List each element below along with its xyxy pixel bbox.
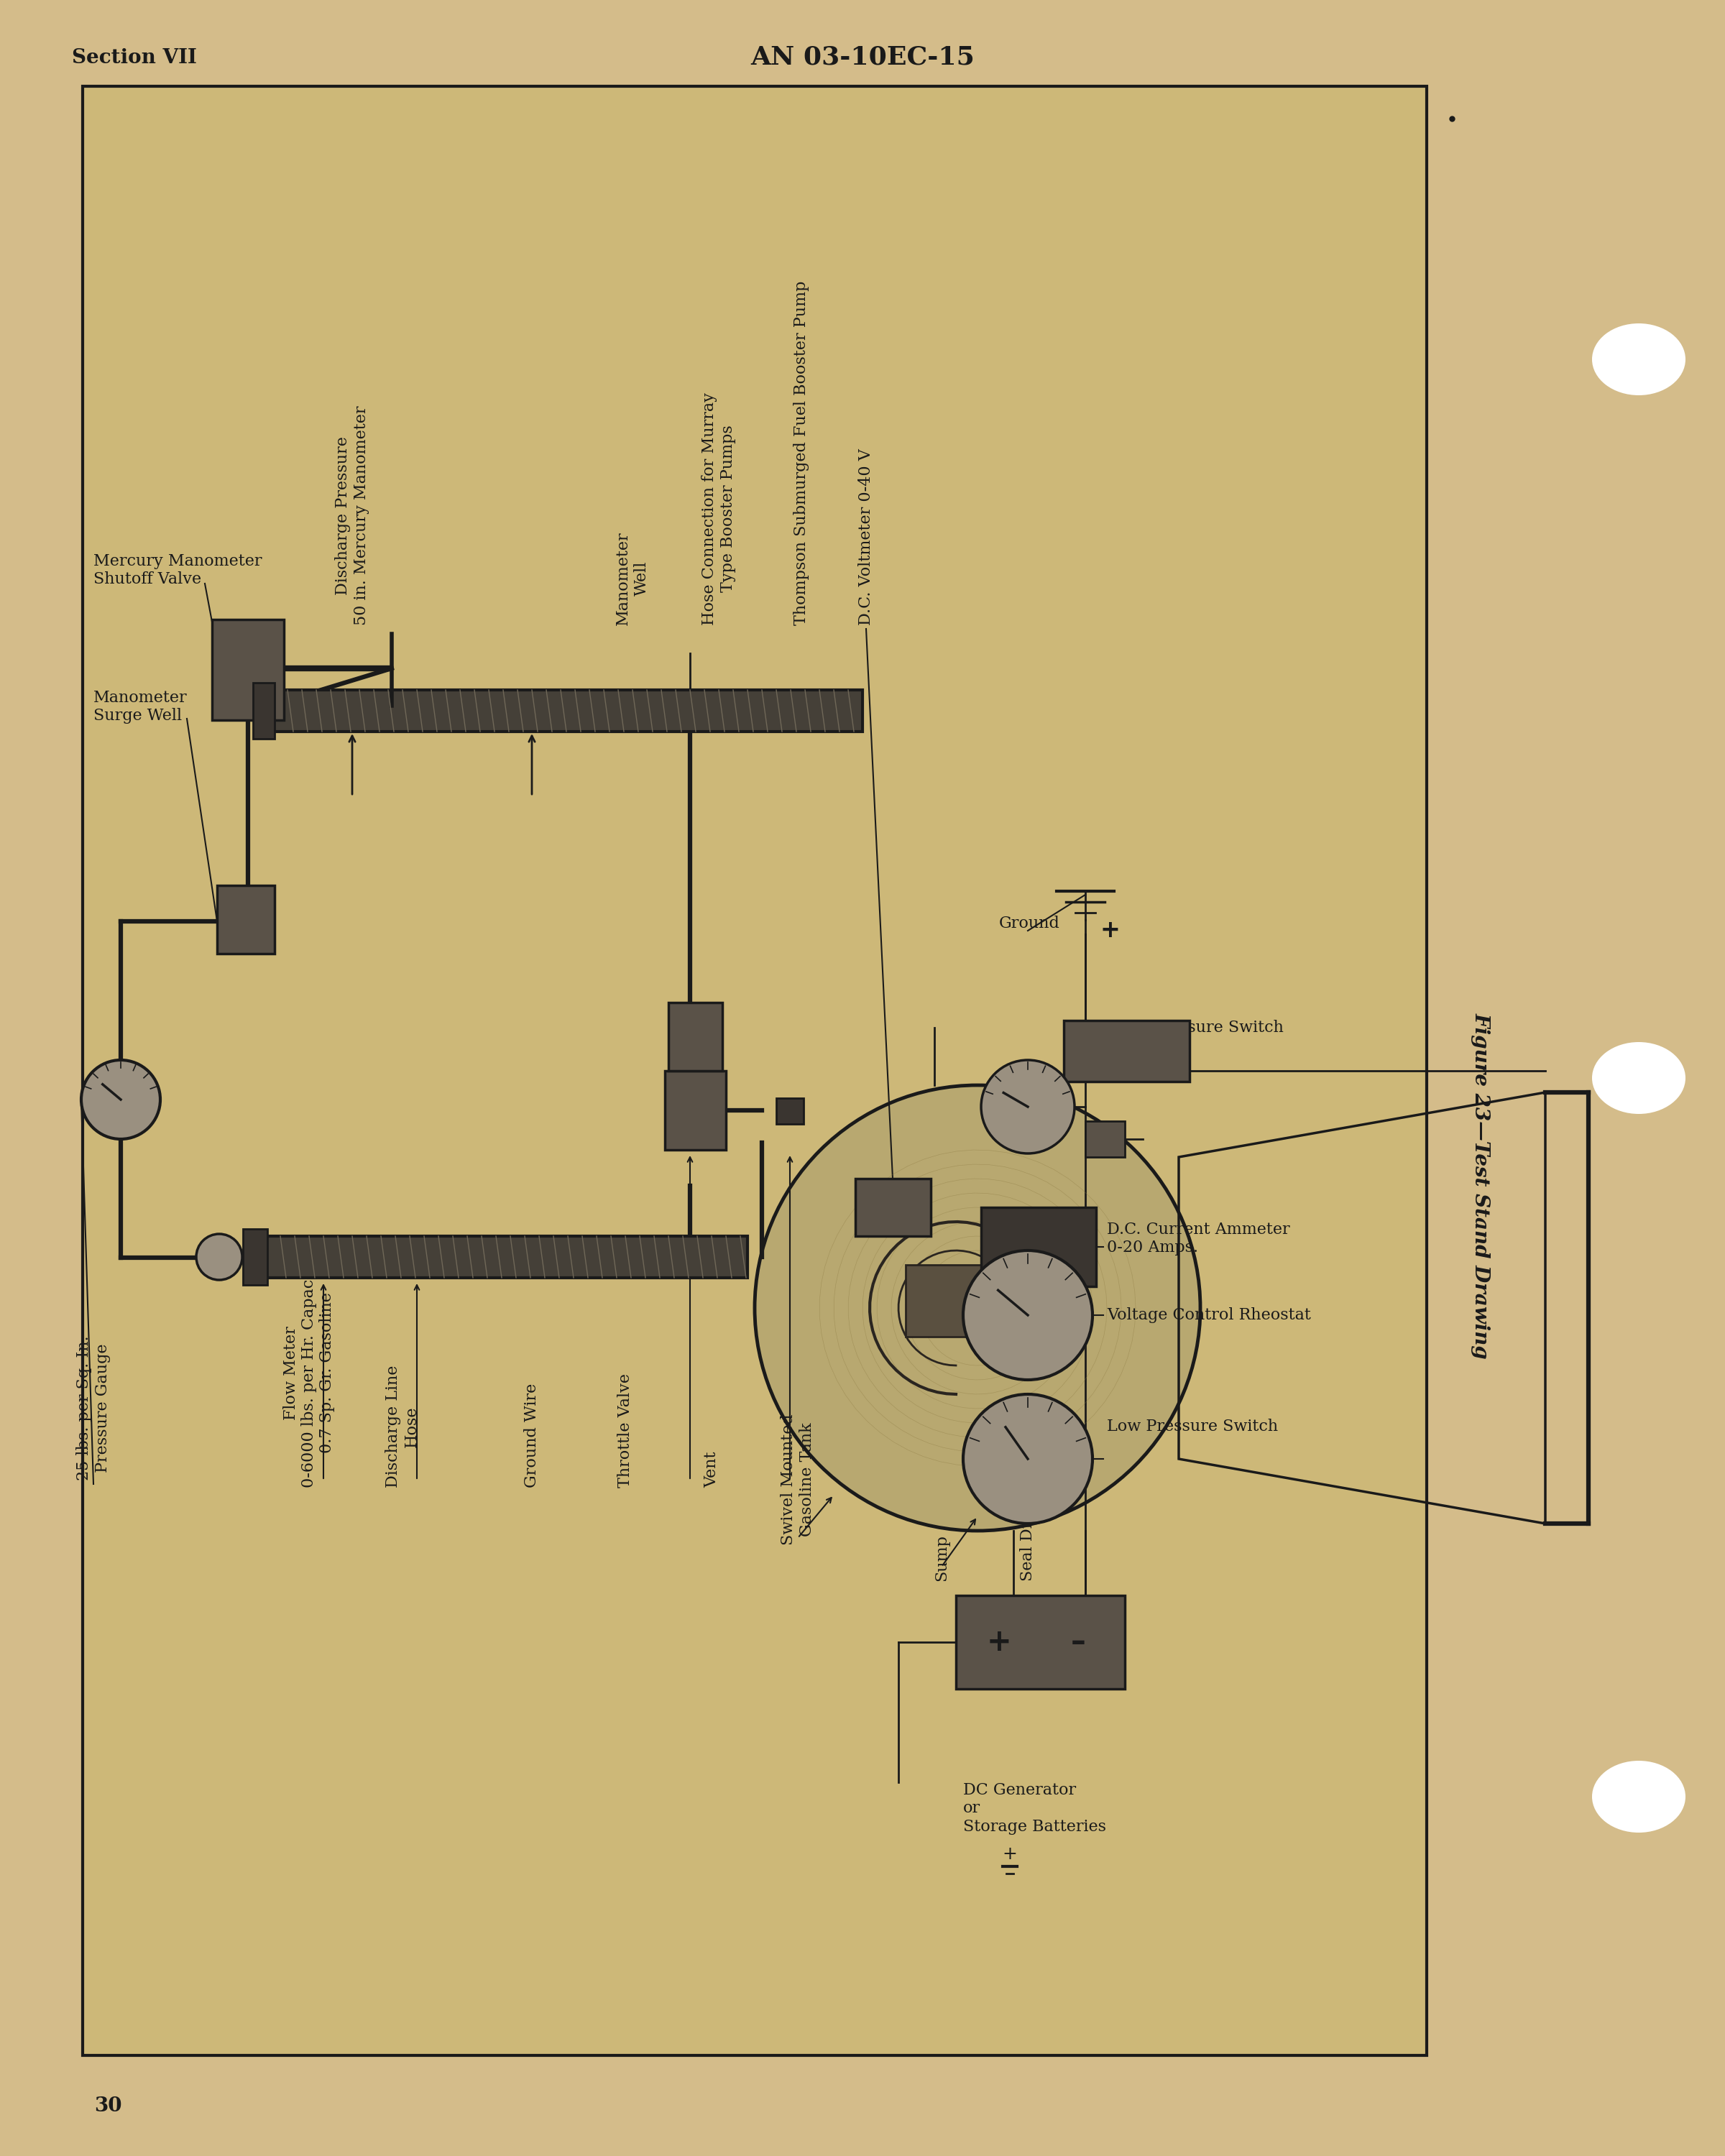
Text: Ground Wire: Ground Wire	[524, 1384, 540, 1488]
Text: Voltage Control Rheostat: Voltage Control Rheostat	[1107, 1307, 1311, 1324]
Text: Throttle Valve: Throttle Valve	[618, 1373, 633, 1488]
Text: Figure 23—Test Stand Drawing: Figure 23—Test Stand Drawing	[1471, 1013, 1490, 1358]
Bar	[243, 1229, 267, 1285]
Text: Sump: Sump	[933, 1535, 949, 1580]
Text: –: –	[1071, 1628, 1085, 1658]
Circle shape	[756, 1084, 1201, 1531]
Text: Discharge Pressure
50 in. Mercury Manometer: Discharge Pressure 50 in. Mercury Manome…	[335, 405, 369, 625]
Text: Vent: Vent	[704, 1451, 719, 1488]
Circle shape	[81, 1061, 160, 1138]
Bar	[982, 1207, 1095, 1287]
Text: Low Pressure Switch: Low Pressure Switch	[1107, 1419, 1278, 1434]
Text: 25 lbs. per Sq. In.
Pressure Gauge: 25 lbs. per Sq. In. Pressure Gauge	[76, 1335, 110, 1481]
Circle shape	[982, 1061, 1075, 1153]
Bar	[273, 690, 862, 731]
Ellipse shape	[1592, 1041, 1685, 1115]
Text: D.C. Current Ammeter
0-20 Amps.: D.C. Current Ammeter 0-20 Amps.	[1107, 1222, 1290, 1255]
Text: Thompson Submurged Fuel Booster Pump: Thompson Submurged Fuel Booster Pump	[794, 280, 809, 625]
Text: Ground: Ground	[999, 916, 1061, 931]
Circle shape	[197, 1233, 242, 1281]
Text: Seal Drain: Seal Drain	[1019, 1496, 1035, 1580]
Text: Manometer
Surge Well: Manometer Surge Well	[93, 690, 188, 724]
Text: Flow Meter
0-6000 lbs. per Hr. Capacity
0.7 Sp. Gr. Gasoline: Flow Meter 0-6000 lbs. per Hr. Capacity …	[283, 1259, 335, 1488]
Text: Section VII: Section VII	[72, 47, 197, 67]
Ellipse shape	[1592, 323, 1685, 395]
Bar	[664, 1072, 726, 1149]
Text: +: +	[1101, 918, 1120, 942]
Text: 30: 30	[93, 2096, 122, 2115]
Bar	[1064, 1020, 1190, 1082]
Text: +: +	[987, 1628, 1011, 1658]
Text: +: +	[1002, 1846, 1018, 1863]
Bar	[212, 619, 285, 720]
Text: High Pressure Switch: High Pressure Switch	[1107, 1020, 1283, 1035]
Text: Mercury Manometer
Shutoff Valve: Mercury Manometer Shutoff Valve	[93, 554, 262, 586]
Bar	[906, 1266, 992, 1337]
Text: Hose Connection for Murray
Type Booster Pumps: Hose Connection for Murray Type Booster …	[702, 392, 737, 625]
Bar	[669, 1003, 723, 1072]
Bar	[266, 1235, 747, 1279]
Circle shape	[963, 1395, 1092, 1524]
Bar	[956, 1595, 1125, 1688]
Text: D.C. Voltmeter 0-40 V: D.C. Voltmeter 0-40 V	[859, 448, 875, 625]
Text: Discharge Line
Hose: Discharge Line Hose	[385, 1365, 419, 1488]
Bar	[217, 886, 274, 953]
Bar	[83, 86, 1427, 2055]
Bar	[1085, 1121, 1125, 1158]
Text: Swivel Mounted
Gasoline Tank: Swivel Mounted Gasoline Tank	[781, 1414, 814, 1546]
Circle shape	[963, 1250, 1092, 1380]
Text: Manometer
Well: Manometer Well	[616, 530, 650, 625]
Bar	[856, 1179, 932, 1235]
Bar	[776, 1097, 804, 1123]
Text: AN 03-10EC-15: AN 03-10EC-15	[750, 45, 975, 69]
Bar	[254, 683, 274, 740]
Text: DC Generator
or
Storage Batteries: DC Generator or Storage Batteries	[963, 1783, 1106, 1835]
Ellipse shape	[1592, 1761, 1685, 1833]
